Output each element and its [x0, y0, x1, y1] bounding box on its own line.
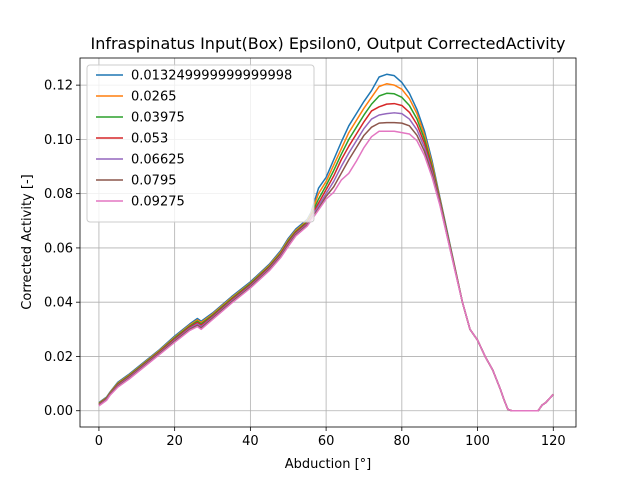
y-tick-label: 0.06 [44, 241, 73, 256]
series-layer [98, 73, 554, 412]
y-tick-label: 0.12 [44, 79, 73, 94]
x-tick-label: 20 [166, 434, 183, 449]
y-tick-label: 0.08 [44, 187, 73, 202]
legend-label: 0.013249999999999998 [131, 69, 292, 84]
plot-frame [79, 57, 577, 428]
series-line-7 [98, 130, 554, 412]
x-tick-label: 0 [95, 434, 103, 449]
legend: 0.013249999999999998 0.0265 0.03975 0.053 0.… [86, 64, 315, 223]
legend-label: 0.09275 [131, 195, 185, 210]
legend-label: 0.0795 [131, 174, 177, 189]
x-tick-label: 80 [394, 434, 411, 449]
y-tick-label: 0.04 [44, 296, 73, 311]
x-tick-label: 120 [541, 434, 566, 449]
legend-box [86, 64, 315, 223]
legend-label: 0.06625 [131, 153, 185, 168]
y-tick-label: 0.00 [44, 404, 73, 419]
x-tick-label: 60 [318, 434, 335, 449]
legend-label: 0.03975 [131, 111, 185, 126]
x-tick-label: 100 [465, 434, 490, 449]
legend-label: 0.0265 [131, 90, 177, 105]
y-axis-label: Corrected Activity [-] [20, 174, 35, 309]
x-axis-label: Abduction [°] [285, 457, 371, 472]
y-tick-label: 0.02 [44, 350, 73, 365]
ticks: 0 20 40 60 80 100 120 0.00 0.02 0.04 0.06 0.08 0.10 0… [44, 79, 566, 449]
legend-label: 0.053 [131, 132, 168, 147]
x-tick-label: 40 [242, 434, 259, 449]
chart-title: Infraspinatus Input(Box) Epsilon0, Outpu… [90, 34, 565, 53]
y-tick-label: 0.10 [44, 133, 73, 148]
